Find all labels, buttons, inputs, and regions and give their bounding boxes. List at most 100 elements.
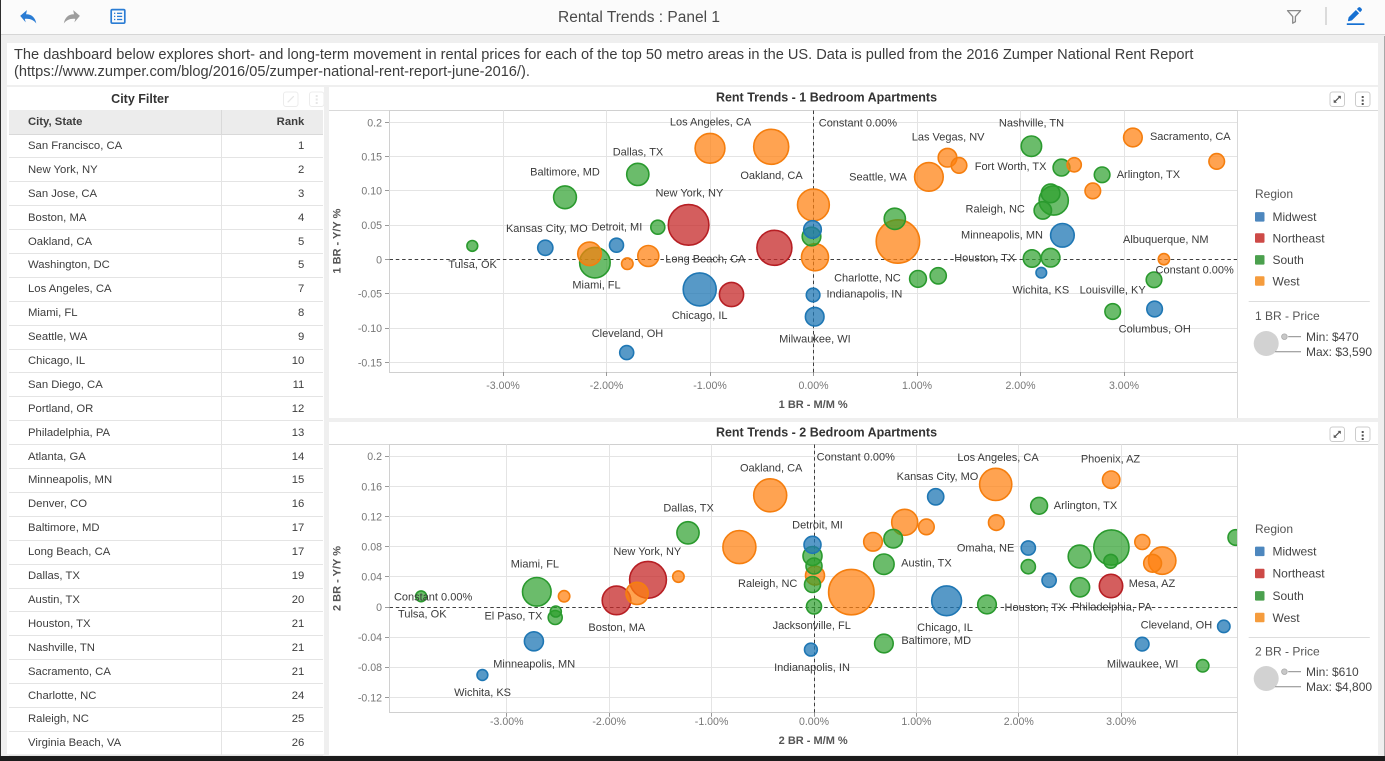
svg-text:Constant 0.00%: Constant 0.00% <box>1156 264 1234 276</box>
svg-text:Wichita, KS: Wichita, KS <box>1012 285 1069 297</box>
svg-text:Sacramento, CA: Sacramento, CA <box>1150 131 1231 143</box>
svg-text:Louisville, KY: Louisville, KY <box>1080 285 1147 297</box>
svg-text:Northeast: Northeast <box>1273 231 1326 245</box>
svg-text:3.00%: 3.00% <box>1106 716 1137 728</box>
svg-text:Raleigh, NC: Raleigh, NC <box>738 578 797 590</box>
svg-text:South: South <box>1273 589 1304 603</box>
svg-text:Midwest: Midwest <box>1273 545 1318 559</box>
svg-text:-2.00%: -2.00% <box>592 716 626 728</box>
svg-text:Midwest: Midwest <box>1273 210 1318 224</box>
svg-text:2.00%: 2.00% <box>1004 716 1035 728</box>
svg-text:1.00%: 1.00% <box>901 716 932 728</box>
svg-text:Detroit, MI: Detroit, MI <box>592 221 643 233</box>
svg-text:Jacksonville, FL: Jacksonville, FL <box>773 620 851 632</box>
svg-text:Philadelphia, PA: Philadelphia, PA <box>1072 602 1153 614</box>
svg-text:2.00%: 2.00% <box>1005 380 1036 392</box>
svg-text:West: West <box>1273 274 1301 288</box>
svg-text:Las Vegas, NV: Las Vegas, NV <box>912 132 985 144</box>
svg-text:0: 0 <box>376 255 382 267</box>
svg-text:Houston, TX: Houston, TX <box>1005 602 1067 614</box>
svg-text:Milwaukee, WI: Milwaukee, WI <box>779 333 851 345</box>
svg-text:Min: $610: Min: $610 <box>1306 665 1359 679</box>
svg-text:Cleveland, OH: Cleveland, OH <box>1141 620 1213 632</box>
svg-text:Dallas, TX: Dallas, TX <box>663 503 714 515</box>
svg-text:-0.15: -0.15 <box>358 357 382 369</box>
svg-text:Raleigh, NC: Raleigh, NC <box>966 204 1025 216</box>
svg-text:Columbus, OH: Columbus, OH <box>1119 323 1191 335</box>
svg-text:1.00%: 1.00% <box>902 380 933 392</box>
svg-text:Tulsa, OK: Tulsa, OK <box>448 259 497 271</box>
svg-text:Region: Region <box>1255 187 1293 201</box>
svg-text:Constant 0.00%: Constant 0.00% <box>394 592 472 604</box>
svg-text:Region: Region <box>1255 522 1293 536</box>
svg-text:Max: $3,590: Max: $3,590 <box>1306 345 1372 359</box>
svg-text:0.05: 0.05 <box>361 220 382 232</box>
svg-text:Baltimore, MD: Baltimore, MD <box>530 167 600 179</box>
svg-text:Baltimore, MD: Baltimore, MD <box>901 635 971 647</box>
svg-text:-0.05: -0.05 <box>358 289 382 301</box>
svg-text:Kansas City, MO: Kansas City, MO <box>506 223 588 235</box>
svg-text:Phoenix, AZ: Phoenix, AZ <box>1081 453 1141 465</box>
svg-text:Austin, TX: Austin, TX <box>901 557 952 569</box>
svg-text:South: South <box>1273 253 1304 267</box>
svg-text:Constant 0.00%: Constant 0.00% <box>817 451 895 463</box>
svg-text:-1.00%: -1.00% <box>695 716 729 728</box>
svg-text:Milwaukee, WI: Milwaukee, WI <box>1107 658 1179 670</box>
svg-text:Kansas City, MO: Kansas City, MO <box>897 471 979 483</box>
svg-text:Min: $470: Min: $470 <box>1306 330 1359 344</box>
svg-text:0.12: 0.12 <box>361 511 382 523</box>
svg-text:2 BR - Y/Y %: 2 BR - Y/Y % <box>332 546 344 611</box>
svg-text:Oakland, CA: Oakland, CA <box>740 170 803 182</box>
svg-text:-0.08: -0.08 <box>358 662 382 674</box>
svg-text:-0.12: -0.12 <box>358 692 382 704</box>
svg-text:Dallas, TX: Dallas, TX <box>613 146 664 158</box>
svg-text:Albuquerque, NM: Albuquerque, NM <box>1123 234 1209 246</box>
svg-text:Rent Trends - 2 Bedroom Apartm: Rent Trends - 2 Bedroom Apartments <box>716 426 937 440</box>
svg-text:-2.00%: -2.00% <box>590 380 624 392</box>
svg-text:0: 0 <box>376 602 382 614</box>
svg-text:Cleveland, OH: Cleveland, OH <box>592 328 664 340</box>
svg-text:-3.00%: -3.00% <box>490 716 524 728</box>
svg-text:Northeast: Northeast <box>1273 567 1326 581</box>
svg-text:Los Angeles, CA: Los Angeles, CA <box>670 117 752 129</box>
svg-text:2 BR - Price: 2 BR - Price <box>1255 645 1320 659</box>
svg-text:Wichita, KS: Wichita, KS <box>454 687 511 699</box>
svg-text:-0.04: -0.04 <box>358 632 382 644</box>
svg-text:Long Beach, CA: Long Beach, CA <box>665 254 746 266</box>
svg-text:El Paso, TX: El Paso, TX <box>484 611 543 623</box>
svg-text:-0.10: -0.10 <box>358 323 382 335</box>
svg-text:Los Angeles, CA: Los Angeles, CA <box>957 452 1039 464</box>
svg-text:-1.00%: -1.00% <box>693 380 727 392</box>
svg-text:0.2: 0.2 <box>367 117 382 129</box>
svg-text:Omaha, NE: Omaha, NE <box>957 543 1014 555</box>
svg-text:Minneapolis, MN: Minneapolis, MN <box>961 230 1043 242</box>
svg-text:1 BR - Y/Y %: 1 BR - Y/Y % <box>332 208 344 273</box>
svg-text:1 BR - Price: 1 BR - Price <box>1255 309 1320 323</box>
svg-text:Seattle, WA: Seattle, WA <box>849 172 907 184</box>
svg-text:Charlotte, NC: Charlotte, NC <box>834 273 901 285</box>
svg-text:Houston, TX: Houston, TX <box>954 252 1016 264</box>
svg-text:New York, NY: New York, NY <box>613 546 682 558</box>
svg-text:Fort Worth, TX: Fort Worth, TX <box>975 161 1047 173</box>
svg-text:0.04: 0.04 <box>361 572 382 584</box>
svg-text:Arlington, TX: Arlington, TX <box>1054 500 1118 512</box>
svg-text:0.10: 0.10 <box>361 186 382 198</box>
svg-text:Arlington, TX: Arlington, TX <box>1117 169 1181 181</box>
svg-text:0.08: 0.08 <box>361 542 382 554</box>
svg-text:Minneapolis, MN: Minneapolis, MN <box>493 658 575 670</box>
svg-text:Chicago, IL: Chicago, IL <box>917 622 973 634</box>
svg-text:Rent Trends - 1 Bedroom Apartm: Rent Trends - 1 Bedroom Apartments <box>716 91 937 105</box>
svg-text:Miami, FL: Miami, FL <box>572 280 620 292</box>
svg-text:Miami, FL: Miami, FL <box>511 559 559 571</box>
svg-text:0.16: 0.16 <box>361 481 382 493</box>
svg-text:Indianapolis, IN: Indianapolis, IN <box>826 288 902 300</box>
svg-text:0.00%: 0.00% <box>799 716 830 728</box>
svg-text:West: West <box>1273 611 1301 625</box>
svg-text:-3.00%: -3.00% <box>486 380 520 392</box>
svg-text:Nashville, TN: Nashville, TN <box>999 117 1064 129</box>
svg-text:Boston, MA: Boston, MA <box>588 622 646 634</box>
svg-text:Oakland, CA: Oakland, CA <box>740 462 803 474</box>
svg-text:0.00%: 0.00% <box>798 380 829 392</box>
svg-text:Tulsa, OK: Tulsa, OK <box>398 609 447 621</box>
svg-text:Detroit, MI: Detroit, MI <box>792 520 843 532</box>
